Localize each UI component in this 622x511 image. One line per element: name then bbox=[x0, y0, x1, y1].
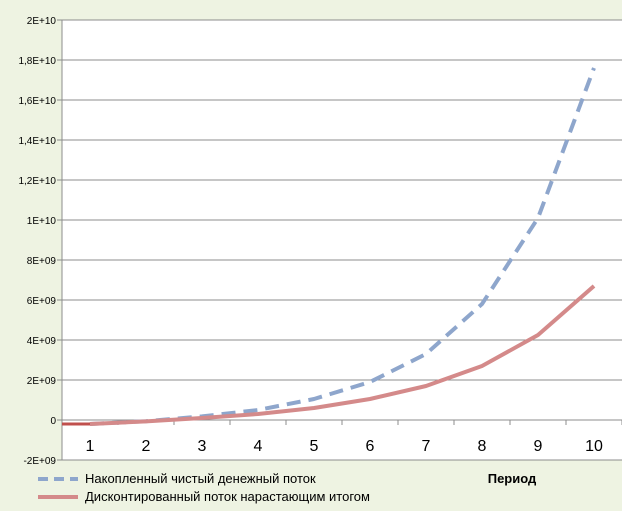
x-tick-label: 1 bbox=[86, 438, 95, 455]
y-tick-label: 1,4E+10 bbox=[18, 136, 56, 147]
y-tick-label: 0 bbox=[50, 416, 56, 427]
y-tick-labels: -2E+09 0 2E+09 4E+09 6E+09 8E+09 1E+10 1,2E+10 1… bbox=[18, 16, 56, 467]
x-tick-label: 2 bbox=[142, 438, 151, 455]
x-axis-title: Период bbox=[488, 471, 537, 486]
legend-label-cumulative-net-cash-flow: Накопленный чистый денежный поток bbox=[85, 471, 316, 486]
y-tick-label: 2E+09 bbox=[27, 376, 57, 387]
y-tick-label: 2E+10 bbox=[27, 16, 57, 27]
y-tick-label: 1,8E+10 bbox=[18, 56, 56, 67]
legend-label-discounted-cumulative-flow: Дисконтированный поток нарастающим итого… bbox=[85, 489, 370, 504]
y-tick-label: 1,2E+10 bbox=[18, 176, 56, 187]
y-tick-label: 4E+09 bbox=[27, 336, 57, 347]
legend: Накопленный чистый денежный поток Дискон… bbox=[38, 471, 370, 504]
y-tick-label: 6E+09 bbox=[27, 296, 57, 307]
x-tick-label: 4 bbox=[254, 438, 263, 455]
x-tick-label: 7 bbox=[422, 438, 431, 455]
y-tick-label: 8E+09 bbox=[27, 256, 57, 267]
y-tick-label: 1,6E+10 bbox=[18, 96, 56, 107]
plot-background bbox=[62, 20, 622, 460]
x-tick-label: 10 bbox=[585, 438, 603, 455]
x-tick-label: 6 bbox=[366, 438, 375, 455]
x-tick-label: 9 bbox=[534, 438, 543, 455]
y-tick-label: 1E+10 bbox=[27, 216, 57, 227]
x-tick-label: 5 bbox=[310, 438, 319, 455]
y-tick-label: -2E+09 bbox=[23, 456, 56, 467]
x-tick-label: 3 bbox=[198, 438, 207, 455]
x-tick-label: 8 bbox=[478, 438, 487, 455]
